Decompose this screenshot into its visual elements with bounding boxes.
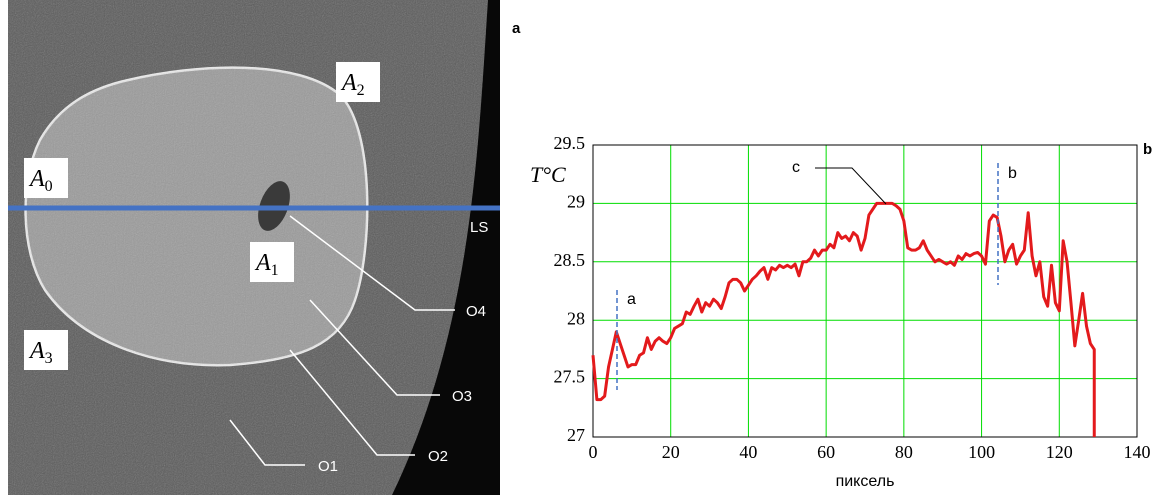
region-label: O4: [466, 303, 486, 320]
panel-label: b: [1143, 141, 1152, 158]
inner-noise: [26, 68, 368, 366]
y-tick-label: 27.5: [554, 367, 586, 387]
x-tick-label: 0: [589, 442, 598, 462]
region-label: O2: [428, 448, 448, 465]
x-tick-label: 140: [1124, 442, 1151, 462]
panel-label: a: [512, 20, 521, 37]
x-tick-label: 100: [968, 442, 995, 462]
annotation: c: [792, 159, 800, 176]
label-base: A: [28, 338, 45, 364]
label-sub: 1: [271, 262, 279, 279]
x-tick-label: 40: [739, 442, 757, 462]
y-tick-label: 29.5: [554, 133, 586, 153]
label-sub: 3: [45, 350, 53, 367]
x-tick-label: 80: [895, 442, 913, 462]
region-label: O3: [452, 388, 472, 405]
thermal-image: [8, 0, 500, 495]
x-tick-label: 60: [817, 442, 835, 462]
x-tick-label: 120: [1046, 442, 1073, 462]
y-axis-label: T°C: [530, 162, 566, 187]
x-tick-label: 20: [662, 442, 680, 462]
x-axis-label: пиксель: [836, 473, 895, 490]
page: A0A1A2A3LSO1O2O3O4ab2727.52828.52929.502…: [0, 0, 1169, 495]
y-tick-label: 27: [567, 425, 585, 445]
label-sub: 2: [357, 82, 365, 99]
label-sub: 0: [45, 178, 53, 195]
figure: A0A1A2A3LSO1O2O3O4ab2727.52828.52929.502…: [0, 0, 1169, 495]
annotation: b: [1008, 165, 1017, 182]
label-base: A: [254, 250, 271, 276]
annotation: a: [627, 291, 636, 308]
y-tick-label: 29: [567, 192, 585, 212]
line-label: LS: [470, 219, 488, 236]
y-tick-label: 28.5: [554, 250, 586, 270]
label-base: A: [340, 70, 357, 96]
label-base: A: [28, 166, 45, 192]
region-label: O1: [318, 458, 338, 475]
y-tick-label: 28: [567, 308, 585, 328]
